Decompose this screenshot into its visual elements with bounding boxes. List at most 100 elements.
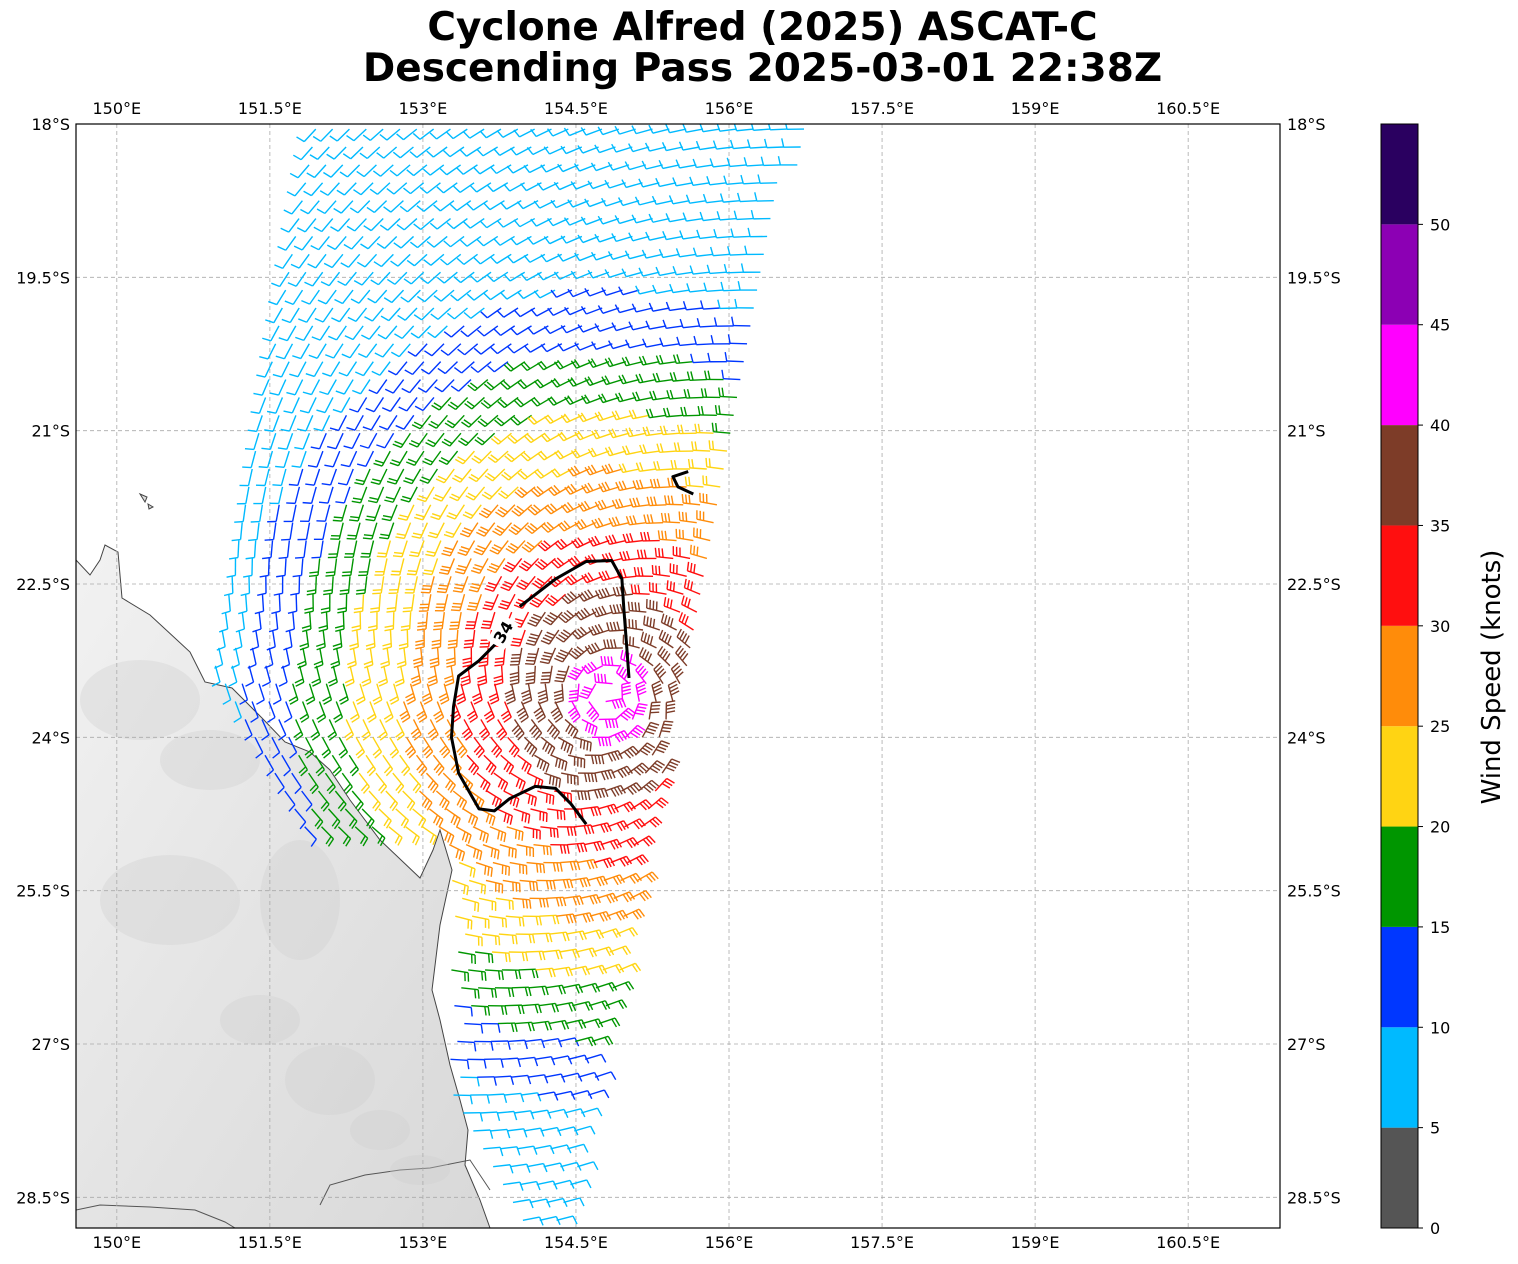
wind-barb	[524, 432, 546, 444]
wind-barb	[233, 701, 242, 723]
wind-barb	[642, 338, 663, 348]
wind-barb	[594, 769, 616, 781]
wind-barb	[211, 665, 221, 687]
wind-barb	[526, 1162, 548, 1173]
wind-barb	[483, 701, 495, 723]
wind-barb	[326, 146, 347, 160]
wind-barb	[367, 612, 378, 632]
wind-barb	[486, 271, 509, 283]
wind-barb	[456, 253, 478, 265]
wind-barb	[653, 662, 667, 685]
wind-barb	[344, 719, 355, 741]
wind-barb	[654, 547, 674, 560]
wind-barb	[304, 826, 317, 847]
wind-barb	[281, 522, 294, 541]
wind-barb	[283, 397, 300, 414]
wind-barb	[438, 558, 456, 575]
wind-barb	[422, 558, 439, 576]
colorbar-segment	[1381, 926, 1418, 1028]
wind-barb	[420, 271, 442, 285]
wind-barb	[278, 325, 297, 342]
wind-barb	[523, 1127, 545, 1137]
wind-barb	[632, 479, 654, 490]
wind-barb	[707, 352, 727, 363]
wind-barb	[450, 379, 472, 392]
wind-barb	[280, 647, 291, 669]
wind-barb	[528, 985, 549, 996]
colorbar-tick-label: 15	[1430, 918, 1450, 937]
wind-barb	[638, 647, 654, 667]
wind-barb	[542, 611, 563, 626]
wind-barb	[415, 754, 428, 777]
wind-barb	[503, 182, 525, 192]
wind-barb	[529, 1198, 551, 1208]
wind-barb	[583, 840, 605, 852]
wind-barb	[604, 269, 626, 278]
wind-barb	[509, 1163, 531, 1173]
wind-barb	[478, 719, 491, 741]
wind-barb	[328, 665, 338, 687]
wind-barb	[463, 307, 485, 319]
wind-barb	[218, 612, 229, 633]
wind-barb	[334, 289, 354, 305]
wind-barb	[337, 594, 348, 614]
wind-barb	[346, 414, 364, 431]
wind-barb	[670, 460, 690, 470]
wind-barb	[704, 370, 724, 381]
wind-barb	[743, 157, 764, 167]
wind-barb	[405, 683, 416, 705]
wind-barb	[692, 247, 714, 257]
wind-barb	[329, 415, 348, 432]
wind-barb	[529, 897, 549, 908]
wind-barb	[486, 182, 509, 193]
wind-barb	[635, 662, 649, 685]
wind-barb	[304, 594, 314, 614]
wind-barb	[503, 271, 526, 282]
colorbar-tick-label: 10	[1430, 1018, 1450, 1037]
wind-barb	[313, 522, 328, 541]
wind-barb	[325, 558, 338, 577]
wind-barb	[681, 595, 698, 613]
wind-barb	[473, 253, 495, 265]
wind-barb	[453, 182, 475, 193]
colorbar-segment	[1381, 625, 1418, 727]
wind-barb	[514, 1021, 535, 1032]
wind-barb	[317, 790, 330, 812]
wind-barb	[390, 253, 411, 267]
wind-barb	[482, 593, 499, 611]
wind-barb	[510, 235, 532, 246]
wind-barb	[557, 826, 577, 836]
wind-barb	[453, 271, 475, 284]
wind-barb	[386, 468, 405, 485]
wind-barb	[624, 724, 646, 739]
wind-barb	[454, 558, 472, 575]
wind-barb	[265, 307, 283, 324]
wind-barb	[423, 253, 445, 266]
wind-barb	[714, 405, 734, 417]
wind-barb	[449, 611, 462, 630]
wind-barb	[567, 842, 588, 853]
wind-barb	[497, 1022, 518, 1033]
wind-barb	[439, 826, 455, 845]
wind-barb	[472, 826, 490, 844]
wind-barb	[487, 450, 509, 464]
wind-barb	[290, 576, 301, 596]
wind-barb	[581, 661, 603, 675]
wind-barb	[724, 352, 744, 363]
wind-barb	[281, 307, 300, 324]
wind-barb	[598, 570, 620, 582]
wind-barb	[320, 271, 341, 287]
wind-barb	[406, 164, 428, 177]
wind-barb	[711, 422, 731, 434]
wind-barb	[297, 522, 311, 541]
wind-barb	[651, 565, 670, 578]
wind-barb	[379, 218, 401, 231]
wind-barb	[503, 1092, 525, 1103]
wind-barb	[541, 521, 563, 533]
wind-barb	[436, 182, 458, 194]
wind-barb	[424, 343, 445, 357]
wind-barb	[254, 737, 264, 759]
wind-barb	[428, 414, 448, 429]
wind-barb	[402, 790, 416, 811]
wind-barb	[727, 334, 748, 345]
